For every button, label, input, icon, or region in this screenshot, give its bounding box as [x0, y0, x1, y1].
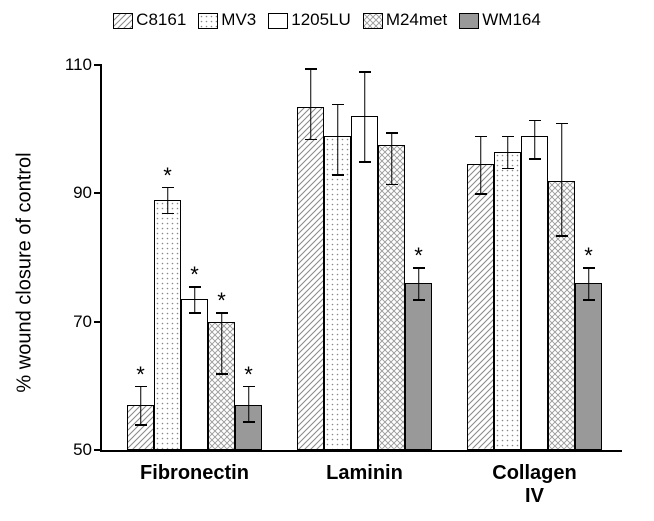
legend-item: C8161: [113, 10, 186, 30]
legend-swatch: [363, 13, 383, 29]
x-group-label: Laminin: [326, 462, 403, 485]
legend-label: WM164: [482, 10, 541, 29]
legend-swatch: [268, 13, 288, 29]
bar: [575, 283, 602, 450]
y-tick-label: 70: [57, 312, 92, 332]
bar: [378, 145, 405, 450]
legend-label: MV3: [221, 10, 256, 29]
bar: [405, 283, 432, 450]
y-tick-label: 90: [57, 183, 92, 203]
significance-marker: *: [414, 245, 423, 267]
y-axis-label: % wound closure of control: [14, 152, 37, 392]
significance-marker: *: [584, 245, 593, 267]
legend: C8161 MV3 1205LU M24met WM164: [10, 10, 644, 30]
legend-swatch: [198, 13, 218, 29]
legend-swatch: [459, 13, 479, 29]
y-tick: [94, 449, 102, 451]
y-tick: [94, 192, 102, 194]
bar: [324, 136, 351, 450]
y-tick: [94, 64, 102, 66]
legend-swatch: [113, 13, 133, 29]
legend-item: WM164: [459, 10, 541, 30]
legend-label: C8161: [136, 10, 186, 29]
significance-marker: *: [244, 364, 253, 386]
significance-marker: *: [163, 165, 172, 187]
x-group-label: Collagen IV: [491, 462, 579, 508]
significance-marker: *: [136, 364, 145, 386]
bar: [297, 107, 324, 450]
bar: [494, 152, 521, 450]
x-group-label: Fibronectin: [140, 462, 249, 485]
plot-area: 507090110*****Fibronectin*Laminin*Collag…: [100, 65, 622, 452]
significance-marker: *: [190, 264, 199, 286]
legend-label: 1205LU: [291, 10, 351, 29]
chart: C8161 MV3 1205LU M24met WM164 % wound closur…: [10, 10, 644, 511]
legend-item: MV3: [198, 10, 256, 30]
y-tick: [94, 321, 102, 323]
bar: [351, 116, 378, 450]
bar: [467, 164, 494, 450]
bar: [181, 299, 208, 450]
bar: [521, 136, 548, 450]
legend-label: M24met: [386, 10, 447, 29]
significance-marker: *: [217, 290, 226, 312]
legend-item: M24met: [363, 10, 447, 30]
y-tick-label: 50: [57, 440, 92, 460]
y-tick-label: 110: [57, 55, 92, 75]
legend-item: 1205LU: [268, 10, 351, 30]
bar: [154, 200, 181, 450]
